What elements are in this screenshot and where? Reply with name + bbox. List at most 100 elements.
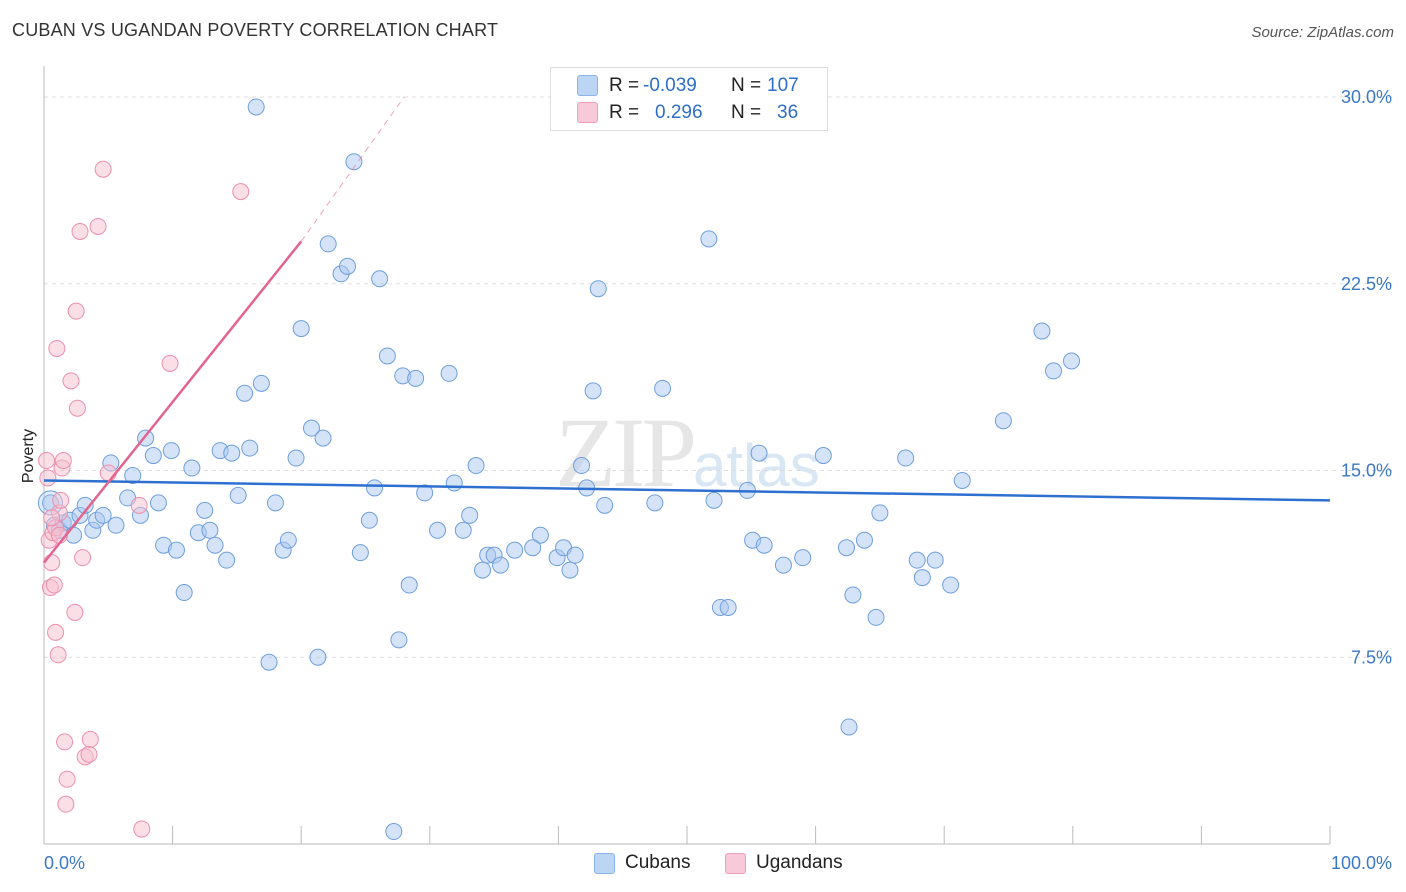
- bottom-legend-label-ugandans: Ugandans: [756, 852, 843, 873]
- ugandan-point: [52, 491, 70, 509]
- cuban-point: [454, 521, 472, 539]
- y-tick-label: 22.5%: [1341, 274, 1392, 294]
- cuban-point: [474, 561, 492, 579]
- ugandan-point: [81, 730, 99, 748]
- cuban-point: [378, 347, 396, 365]
- ugandan-point: [49, 646, 67, 664]
- legend-r-label: R =: [609, 102, 640, 123]
- x-tick-label: 100.0%: [1331, 853, 1392, 873]
- ugandan-point: [94, 160, 112, 178]
- cuban-point: [705, 491, 723, 509]
- cuban-point: [385, 823, 403, 841]
- cuban-point: [855, 531, 873, 549]
- cuban-point: [371, 270, 389, 288]
- cuban-point: [654, 379, 672, 397]
- legend-swatch-cubans: [577, 75, 598, 96]
- cuban-point: [566, 546, 584, 564]
- cuban-point: [506, 541, 524, 559]
- cuban-point: [309, 648, 327, 666]
- cuban-point: [302, 419, 320, 437]
- cuban-point: [260, 653, 278, 671]
- watermark-atlas: atlas: [693, 432, 820, 499]
- cuban-point: [314, 429, 332, 447]
- ugandan-point: [43, 509, 61, 527]
- cuban-point: [351, 544, 369, 562]
- ugandan-point: [67, 302, 85, 320]
- ugandans-trend-extension: [300, 96, 405, 242]
- cuban-point: [266, 494, 284, 512]
- ugandan-point: [54, 452, 72, 470]
- legend-n-value: 107: [767, 75, 799, 96]
- cuban-point: [1033, 322, 1051, 340]
- cuban-point: [287, 449, 305, 467]
- cuban-point: [247, 98, 265, 116]
- ugandan-point: [45, 576, 63, 594]
- cuban-point: [223, 444, 241, 462]
- legend-n-label: N =: [731, 102, 762, 123]
- cuban-point: [292, 320, 310, 338]
- cuban-point: [700, 230, 718, 248]
- legend-r-value: -0.039: [643, 75, 697, 96]
- cuban-point: [871, 504, 889, 522]
- cuban-point: [94, 506, 112, 524]
- bottom-legend-swatch-cubans: [594, 853, 615, 874]
- bottom-legend-swatch-ugandans: [725, 853, 746, 874]
- cuban-point: [774, 556, 792, 574]
- cuban-point: [407, 369, 425, 387]
- cuban-point: [994, 412, 1012, 430]
- cuban-point: [279, 531, 297, 549]
- cuban-point: [755, 536, 773, 554]
- ugandan-point: [62, 372, 80, 390]
- ugandan-point: [39, 469, 57, 487]
- chart-title: CUBAN VS UGANDAN POVERTY CORRELATION CHA…: [12, 20, 499, 40]
- cuban-point: [584, 382, 602, 400]
- y-tick-label: 15.0%: [1341, 461, 1392, 481]
- cuban-point: [908, 551, 926, 569]
- cuban-point: [445, 474, 463, 492]
- cuban-point: [366, 479, 384, 497]
- ugandans-trend-line: [43, 240, 303, 564]
- cuban-point: [319, 235, 337, 253]
- cuban-point: [429, 521, 447, 539]
- cuban-point: [390, 631, 408, 649]
- cuban-point: [719, 598, 737, 616]
- cuban-point: [524, 539, 542, 557]
- cuban-point: [175, 584, 193, 602]
- cuban-point: [345, 153, 363, 171]
- cuban-point: [844, 586, 862, 604]
- cuban-point: [646, 494, 664, 512]
- cuban-point: [183, 459, 201, 477]
- cuban-point: [467, 457, 485, 475]
- y-tick-label: 30.0%: [1341, 87, 1392, 107]
- cuban-point: [926, 551, 944, 569]
- trend-lines: [43, 96, 1331, 564]
- bottom-legend-label-cubans: Cubans: [625, 852, 691, 873]
- cuban-point: [236, 384, 254, 402]
- cuban-point: [201, 521, 219, 539]
- cuban-point: [837, 539, 855, 557]
- cuban-point: [750, 444, 768, 462]
- cuban-point: [814, 447, 832, 465]
- x-tick-label: 0.0%: [44, 853, 85, 873]
- cuban-point: [149, 494, 167, 512]
- cuban-point: [942, 576, 960, 594]
- cuban-point: [338, 257, 356, 275]
- ugandan-point: [57, 795, 75, 813]
- cuban-point: [229, 486, 247, 504]
- cuban-point: [589, 280, 607, 298]
- cuban-point: [867, 608, 885, 626]
- ugandan-point: [43, 554, 61, 572]
- ugandans-points: [38, 160, 250, 838]
- cuban-point: [840, 718, 858, 736]
- cuban-point: [416, 484, 434, 502]
- ugandan-point: [89, 217, 107, 235]
- cuban-point: [461, 506, 479, 524]
- ugandan-point: [133, 820, 151, 838]
- cuban-point: [561, 561, 579, 579]
- cuban-point: [252, 374, 270, 392]
- cuban-point: [1045, 362, 1063, 380]
- ugandan-point: [48, 339, 66, 357]
- y-axis-title: Poverty: [20, 429, 37, 483]
- ugandan-point: [56, 733, 74, 751]
